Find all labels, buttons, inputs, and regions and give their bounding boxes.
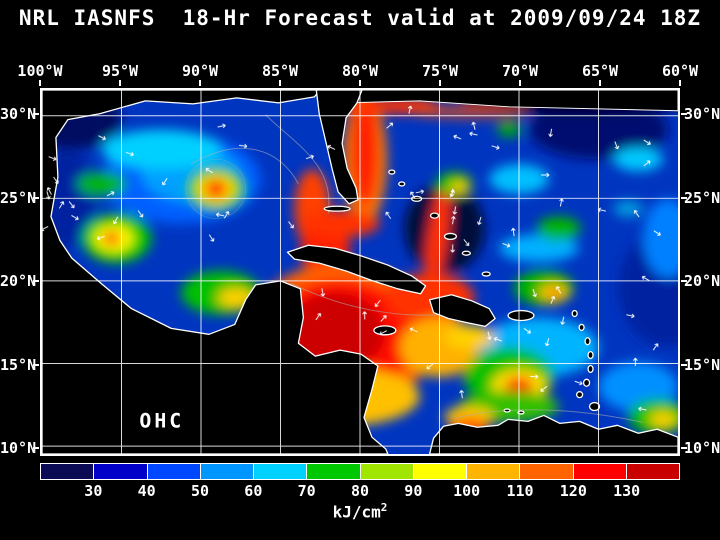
units-text: kJ/cm [332, 502, 381, 522]
page-title: NRL IASNFS 18-Hr Forecast valid at 2009/… [18, 6, 702, 30]
land-lesser-antilles [503, 309, 601, 415]
colorbar-segment [466, 464, 520, 479]
colorbar-tick: 90 [404, 482, 423, 500]
axis-tick [33, 196, 39, 199]
ohc-overlay-label: OHC [139, 409, 184, 432]
colorbar-tick: 120 [559, 482, 587, 500]
axis-tick [279, 80, 281, 86]
land-florida-keys [323, 205, 351, 212]
colorbar-segment [306, 464, 360, 479]
axis-tick [33, 113, 39, 115]
colorbar-tick: 30 [84, 482, 103, 500]
axis-tick [39, 80, 41, 86]
units-superscript: 2 [380, 501, 388, 514]
land-puerto-rico [507, 309, 535, 322]
lon-label: 60°W [661, 62, 699, 80]
map-area: OHC [40, 88, 680, 456]
axis-tick [679, 80, 681, 86]
colorbar-segment [199, 464, 253, 479]
lat-label-right: 25°N [684, 188, 720, 207]
colorbar-tick: 110 [506, 482, 534, 500]
colorbar-segment [41, 464, 94, 479]
ohc-heatmap: OHC [42, 90, 678, 454]
axis-tick [681, 447, 687, 449]
axis-tick [119, 80, 121, 86]
colorbar-segment [146, 464, 200, 479]
land-bahamas [388, 169, 491, 277]
colorbar-tick: 80 [350, 482, 370, 500]
lon-label: 75°W [421, 62, 459, 80]
colorbar-tick: 130 [613, 482, 641, 500]
land-cuba [286, 244, 427, 295]
lon-label: 100°W [17, 62, 63, 80]
lat-label-right: 20°N [684, 272, 720, 290]
colorbar-segment [93, 464, 147, 479]
axis-tick [681, 113, 687, 115]
colorbar-segment [519, 464, 573, 479]
colorbar-segment [359, 464, 413, 479]
lon-label: 70°W [501, 62, 539, 80]
colorbar-segment [625, 464, 679, 479]
colorbar-units: kJ/cm2 [0, 501, 720, 521]
axis-tick [33, 363, 39, 366]
axis-tick [519, 80, 521, 86]
current-vector-arrows [42, 105, 661, 412]
colorbar-tick: 60 [244, 482, 263, 500]
lon-label: 95°W [101, 62, 139, 80]
lat-label-left: 25°N [0, 188, 37, 207]
land-florida [315, 90, 363, 205]
lat-label-right: 10°N [684, 439, 720, 457]
axis-tick [439, 80, 441, 86]
colorbar-segment [253, 464, 307, 479]
lat-label-right: 15°N [684, 355, 720, 374]
axis-tick [681, 280, 687, 282]
axis-tick [33, 447, 39, 449]
lon-label: 85°W [261, 62, 299, 80]
axis-tick [199, 80, 201, 86]
colorbar-segment [572, 464, 626, 479]
axis-tick [599, 80, 601, 86]
lat-label-left: 10°N [0, 439, 37, 457]
colorbar [40, 463, 680, 480]
land-south-america [428, 414, 678, 454]
lon-label: 90°W [181, 62, 219, 80]
axis-tick [681, 363, 687, 366]
axis-tick [681, 196, 687, 199]
heat-field [42, 90, 678, 437]
colorbar-tick: 70 [297, 482, 316, 500]
lat-label-left: 15°N [0, 355, 37, 374]
lat-label-right: 30°N [684, 105, 720, 123]
axis-tick [359, 80, 361, 86]
land-hispaniola [428, 294, 496, 328]
lon-label: 80°W [341, 62, 379, 80]
land-jamaica [373, 325, 397, 336]
colorbar-tick: 50 [190, 482, 210, 500]
lat-label-left: 20°N [0, 272, 37, 290]
lon-label: 65°W [581, 62, 619, 80]
lat-label-left: 30°N [0, 105, 37, 123]
colorbar-tick: 40 [137, 482, 156, 500]
colorbar-segment [412, 464, 466, 479]
graticule [42, 90, 678, 454]
colorbar-tick: 100 [453, 482, 481, 500]
axis-tick [33, 280, 39, 282]
